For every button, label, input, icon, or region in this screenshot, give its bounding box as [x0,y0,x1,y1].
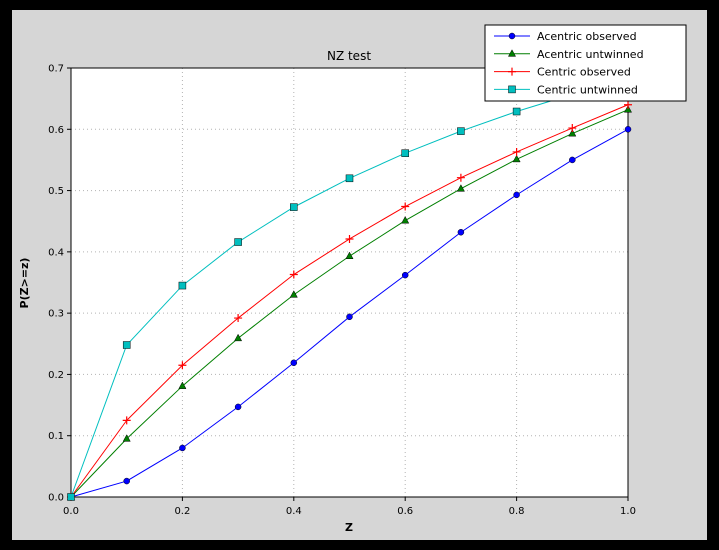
plus-marker [401,202,410,211]
y-tick-label: 0.5 [48,186,64,197]
legend-box [484,24,687,102]
circle-marker [508,32,516,40]
circle-marker [234,403,242,411]
x-tick-label: 0.8 [509,506,525,517]
circle-marker [346,313,353,321]
triangle-marker [234,333,243,342]
circle-marker [624,126,632,133]
y-tick-label: 0.1 [48,431,64,442]
square-marker [122,341,131,349]
x-axis-label: Z [345,521,353,534]
triangle-marker [568,129,577,137]
y-tick-label: 0.0 [48,493,64,504]
circle-marker [401,271,409,279]
circle-marker [179,444,186,452]
triangle-marker [178,381,187,389]
x-tick-label: 0.2 [174,506,190,517]
triangle-marker [456,184,465,192]
chart-layer: 0.0 0.2 0.4 0.6 0.8 1.0 0.0 0.1 0.2 0.3 0.4 0.5 0.6 0… [48,64,636,518]
circle-marker [457,228,465,236]
square-marker [457,127,465,135]
square-marker [401,149,409,157]
plus-marker [568,124,577,133]
square-marker [67,493,75,501]
chart-title: NZ test [327,49,371,63]
plus-marker [178,361,187,370]
triangle-marker [345,251,354,259]
circle-marker [513,191,520,199]
legend-label: Acentric untwinned [537,48,644,61]
plot-area [71,68,628,497]
y-tick-label: 0.7 [48,64,64,75]
figure: 0.0 0.2 0.4 0.6 0.8 1.0 0.0 0.1 0.2 0.3 0.4 0.5 0.6 0… [12,10,707,540]
plus-marker [508,67,516,76]
square-marker [290,203,298,211]
y-axis-label: P(Z>=z) [18,258,31,309]
triangle-marker [401,216,410,224]
plus-marker [345,234,354,243]
x-tick-label: 0.0 [63,506,79,517]
square-marker [512,107,521,116]
plus-marker [512,147,521,156]
square-marker [345,174,354,183]
triangle-marker [289,290,298,298]
x-tick-label: 0.6 [397,506,413,517]
circle-marker [123,477,130,485]
legend-label: Acentric observed [537,30,637,43]
y-tick-label: 0.4 [48,247,64,258]
legend-label: Centric untwinned [537,83,638,96]
y-tick-label: 0.2 [48,370,64,381]
plus-marker [122,416,131,425]
circle-marker [569,156,576,164]
plus-marker [289,270,298,279]
square-marker [508,85,516,94]
plus-marker [624,100,632,109]
y-tick-label: 0.6 [48,125,64,136]
legend-label: Centric observed [537,66,631,79]
x-tick-label: 0.4 [286,506,302,517]
plus-marker [456,173,465,182]
nz-test-plot: 0.0 0.2 0.4 0.6 0.8 1.0 0.0 0.1 0.2 0.3 0.4 0.5 0.6 0… [12,10,707,540]
circle-marker [290,359,298,367]
triangle-marker [512,154,521,163]
axes-border [70,67,629,498]
square-marker [178,281,187,290]
triangle-marker [623,105,633,113]
triangle-marker [122,434,131,442]
plus-marker [234,314,243,323]
legend: Acentric observed Acentric untwinned Centr… [484,24,687,102]
y-tick-label: 0.3 [48,309,64,320]
square-marker [234,238,242,246]
x-tick-label: 1.0 [620,506,636,517]
triangle-marker [507,49,517,57]
